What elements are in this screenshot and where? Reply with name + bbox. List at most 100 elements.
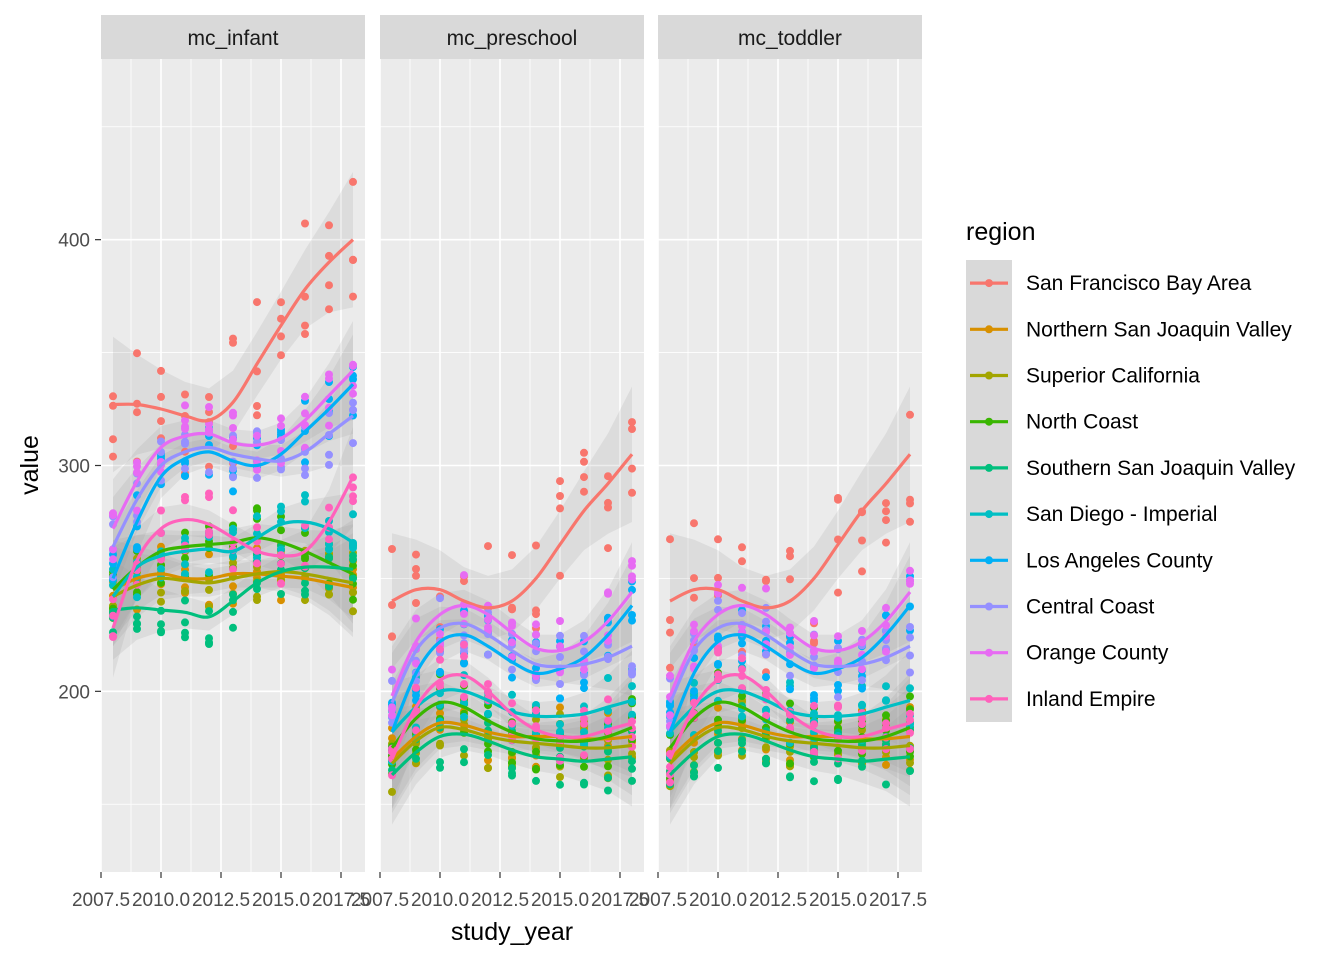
trend-line [390, 621, 633, 704]
data-point [628, 764, 636, 773]
data-point [628, 425, 636, 433]
data-point [325, 545, 333, 554]
data-point [325, 553, 333, 562]
data-point [277, 421, 285, 430]
facet-strips: mc_infant mc_preschool mc_toddler [101, 15, 922, 59]
data-point [301, 497, 309, 506]
data-point [412, 614, 420, 623]
data-point [460, 680, 468, 689]
facet-label-2: mc_preschool [447, 27, 578, 50]
trend-line [111, 369, 355, 530]
data-point [388, 665, 396, 674]
data-point [460, 693, 468, 701]
trend-line [112, 569, 354, 598]
data-point [532, 541, 540, 550]
data-point [532, 764, 540, 773]
data-point [858, 714, 866, 723]
data-point [460, 712, 468, 721]
data-point [508, 605, 516, 614]
data-point [301, 330, 309, 338]
legend-label: Orange County [1026, 642, 1169, 665]
data-point [690, 761, 698, 770]
legend-key-point [985, 325, 993, 334]
legend-key-point [985, 371, 993, 380]
data-point [810, 720, 818, 729]
data-point [762, 650, 770, 659]
data-point [229, 424, 237, 432]
legend-label: Southern San Joaquin Valley [1026, 457, 1296, 480]
data-point [412, 565, 420, 573]
data-point [205, 550, 213, 559]
data-point [157, 597, 165, 606]
data-point [906, 495, 914, 504]
data-point [906, 623, 914, 631]
data-point [109, 545, 117, 554]
data-point [388, 787, 396, 796]
x-tick-label: 2017.5 [591, 890, 649, 911]
data-point [157, 366, 165, 375]
data-point [301, 219, 309, 228]
data-point [229, 334, 237, 343]
data-point [229, 473, 237, 482]
data-point [229, 528, 237, 537]
data-point [714, 580, 722, 589]
data-point [484, 542, 492, 551]
data-point [277, 545, 285, 554]
data-point [556, 694, 564, 703]
data-point [277, 590, 285, 598]
data-point [325, 421, 333, 430]
data-point [229, 590, 237, 599]
trend-line [390, 732, 633, 777]
x-tick-label: 2007.5 [72, 890, 130, 911]
data-point [412, 571, 420, 580]
data-point [301, 409, 309, 418]
data-point [858, 701, 866, 710]
data-point [253, 298, 261, 307]
data-point [301, 554, 309, 563]
trend-line [668, 732, 911, 777]
trend-line [390, 688, 633, 734]
data-point [882, 711, 890, 720]
data-point [810, 631, 818, 640]
legend-label: San Diego - Imperial [1026, 503, 1217, 526]
data-point [580, 647, 588, 656]
data-point [460, 577, 468, 586]
data-point [205, 403, 213, 411]
data-point [628, 464, 636, 473]
data-point [349, 607, 357, 616]
data-point [556, 680, 564, 688]
data-point [906, 728, 914, 737]
data-point [301, 471, 309, 480]
legend-key-point [985, 463, 993, 472]
data-point [325, 535, 333, 544]
data-point [628, 682, 636, 691]
data-point [301, 458, 309, 467]
trend-line [112, 571, 354, 592]
data-point [628, 585, 636, 594]
data-point [412, 550, 420, 559]
data-point [508, 690, 516, 699]
data-point [604, 747, 612, 756]
data-point [906, 684, 914, 693]
data-point [388, 676, 396, 685]
x-tick-label: 2015.0 [531, 890, 589, 911]
confidence-ribbon [113, 537, 353, 640]
data-point [580, 448, 588, 457]
data-point [786, 759, 794, 768]
data-point [508, 638, 516, 647]
data-point [109, 511, 117, 520]
data-point [253, 512, 261, 521]
data-point [229, 506, 237, 515]
data-point [133, 468, 141, 477]
data-point [532, 776, 540, 785]
x-tick-label: 2012.5 [749, 890, 807, 911]
data-point [714, 648, 722, 657]
data-point [157, 506, 165, 515]
data-point [229, 487, 237, 496]
data-point [532, 610, 540, 619]
legend-label: San Francisco Bay Area [1026, 272, 1252, 295]
trend-line [669, 453, 912, 610]
data-point [666, 778, 674, 787]
